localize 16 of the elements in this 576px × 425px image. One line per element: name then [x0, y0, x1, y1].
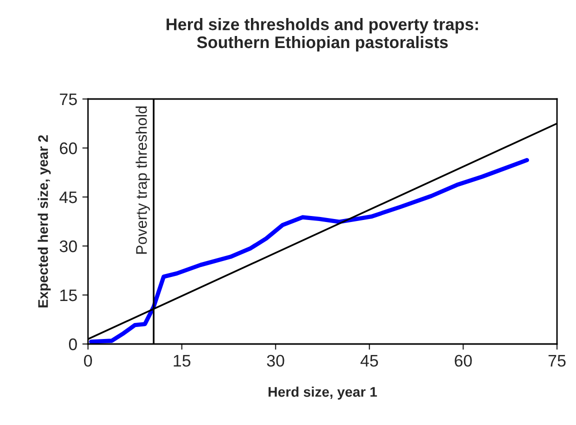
y-tick-label: 0	[68, 338, 77, 350]
y-tick-label: 15	[60, 290, 77, 302]
x-tick-label: 45	[360, 355, 378, 367]
chart-title: Herd size thresholds and poverty traps: Southern Ethiopian pastoralists	[166, 18, 478, 52]
x-tick-label: 15	[174, 355, 190, 367]
y-axis-title: Expected herd size, year 2	[38, 135, 51, 308]
ref-line-label: Poverty trap threshold	[136, 106, 150, 254]
x-tick-label: 75	[548, 355, 566, 367]
x-tick-label: 30	[266, 354, 284, 367]
y-tick-label: 60	[60, 142, 77, 154]
x-tick-label: 60	[454, 354, 472, 367]
x-axis-title: Herd size, year 1	[268, 386, 377, 400]
x-tick-label: 0	[84, 354, 92, 367]
y-tick-label: 30	[60, 240, 77, 252]
y-tick-label: 45	[59, 192, 77, 204]
y-tick-label: 75	[60, 94, 77, 106]
